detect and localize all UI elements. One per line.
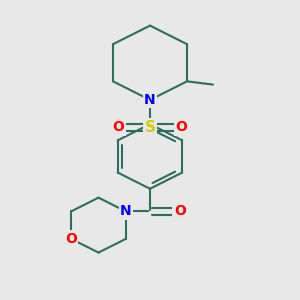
Text: O: O (65, 232, 77, 246)
Text: S: S (145, 120, 155, 135)
Text: N: N (144, 93, 156, 107)
Text: O: O (176, 120, 188, 134)
Text: N: N (120, 204, 132, 218)
Text: N: N (120, 204, 132, 218)
Text: O: O (174, 204, 186, 218)
Text: O: O (112, 120, 124, 134)
